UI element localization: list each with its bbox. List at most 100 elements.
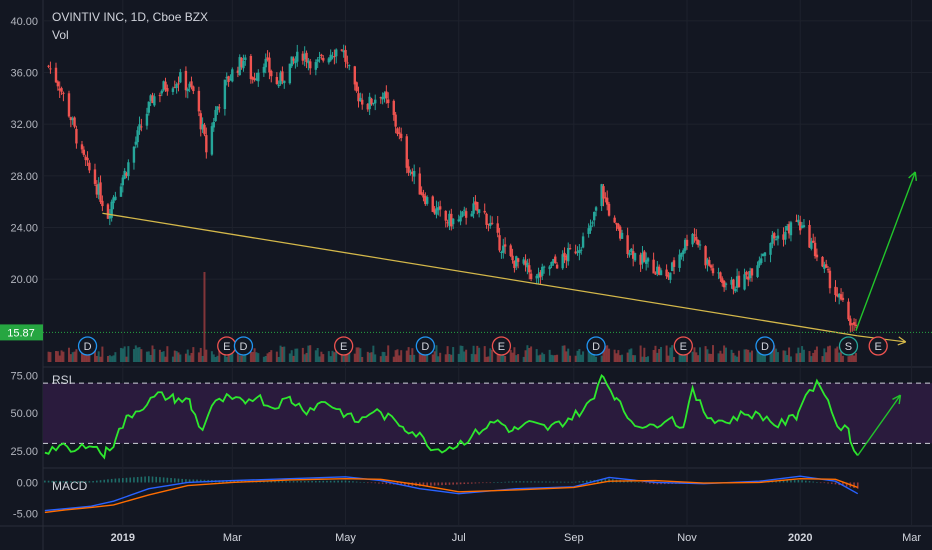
macd-histogram-bar — [645, 482, 647, 484]
volume-bar — [437, 356, 440, 362]
event-marker-letter: E — [340, 341, 347, 353]
volume-bar — [359, 348, 362, 362]
macd-histogram-bar — [489, 482, 492, 484]
macd-histogram-bar — [444, 482, 447, 485]
candle-body — [164, 81, 167, 90]
volume-bar — [550, 354, 553, 362]
macd-histogram-bar — [508, 481, 510, 483]
candle-body — [166, 88, 169, 92]
volume-bar — [576, 350, 579, 362]
volume-bar — [212, 354, 215, 362]
candle-body — [342, 50, 345, 53]
volume-bar — [171, 356, 174, 362]
volume-bar — [621, 354, 624, 362]
candle-body — [763, 252, 767, 256]
macd-histogram-bar — [641, 482, 644, 484]
candle-body — [472, 203, 475, 214]
volume-bar — [795, 353, 798, 362]
candle-body — [849, 318, 852, 326]
macd-histogram-bar — [563, 481, 566, 483]
volume-bar — [825, 352, 828, 362]
volume-bar — [524, 350, 527, 362]
volume-bar — [552, 355, 555, 362]
volume-bar — [509, 350, 512, 362]
volume-bar — [730, 349, 733, 362]
candle-body — [574, 251, 577, 254]
macd-histogram-bar — [437, 482, 440, 486]
volume-bar — [828, 345, 831, 362]
candle-body — [438, 206, 442, 210]
volume-bar — [411, 348, 414, 362]
candle-body — [344, 49, 347, 62]
volume-bar — [398, 355, 401, 362]
macd-histogram-bar — [582, 481, 584, 483]
volume-bar — [435, 345, 438, 362]
candle-body — [457, 219, 460, 222]
macd-histogram-bar — [374, 482, 377, 484]
candle-body — [409, 171, 412, 173]
volume-bar — [504, 355, 507, 362]
candle-body — [54, 67, 58, 83]
candle-body — [238, 57, 241, 76]
candle-body — [555, 264, 559, 269]
candle-body — [223, 79, 227, 110]
candle-body — [847, 301, 850, 320]
candle-body — [587, 228, 590, 234]
volume-bar — [361, 356, 364, 362]
candle-body — [188, 83, 191, 88]
volume-bar — [711, 345, 714, 362]
candle-body — [487, 223, 490, 225]
volume-bar — [333, 352, 336, 362]
macd-histogram-bar — [430, 482, 432, 486]
candle-body — [758, 260, 761, 266]
candle-body — [173, 87, 176, 89]
candle-body — [125, 173, 128, 176]
volume-bar — [385, 355, 388, 362]
candle-body — [385, 91, 388, 99]
volume-bar — [671, 345, 674, 362]
candle-body — [175, 84, 178, 88]
volume-bar — [203, 272, 206, 362]
macd-histogram-bar — [181, 478, 183, 483]
candle-body — [361, 99, 364, 105]
candle-body — [242, 60, 245, 69]
volume-bar — [799, 352, 802, 362]
volume-bars — [47, 272, 857, 362]
macd-histogram-bar — [604, 479, 607, 483]
candle-body — [292, 58, 295, 61]
candle-body — [290, 56, 293, 67]
candle-body — [253, 78, 256, 81]
volume-bar — [699, 347, 702, 362]
volume-bar — [277, 356, 280, 362]
candle-body — [433, 209, 436, 214]
macd-histogram-bar — [144, 476, 146, 483]
support-trendline — [102, 212, 858, 337]
volume-bar — [756, 349, 759, 362]
candle-body — [619, 226, 622, 239]
candle-body — [229, 78, 232, 80]
candle-body — [392, 100, 395, 115]
volume-bar — [849, 355, 852, 362]
event-marker-letter: D — [84, 341, 92, 353]
candle-body — [724, 283, 728, 285]
candle-body — [264, 58, 267, 68]
volume-bar — [840, 345, 843, 362]
volume-bar — [734, 355, 737, 362]
volume-bar — [634, 355, 637, 362]
candle-body — [396, 128, 399, 134]
volume-bar — [379, 356, 382, 362]
volume-bar — [511, 352, 514, 362]
candle-body — [567, 247, 570, 262]
volume-bar — [396, 349, 399, 362]
macd-histogram-bar — [170, 478, 172, 483]
macd-histogram-bar — [378, 482, 380, 484]
volume-bar — [192, 347, 195, 362]
macd-histogram-bar — [578, 481, 581, 483]
candle-body — [821, 256, 824, 267]
volume-bar — [140, 349, 143, 362]
volume-bar — [604, 345, 607, 362]
candle-body — [828, 270, 832, 289]
macd-histogram-bar — [493, 482, 495, 484]
event-marker-d — [77, 336, 98, 356]
